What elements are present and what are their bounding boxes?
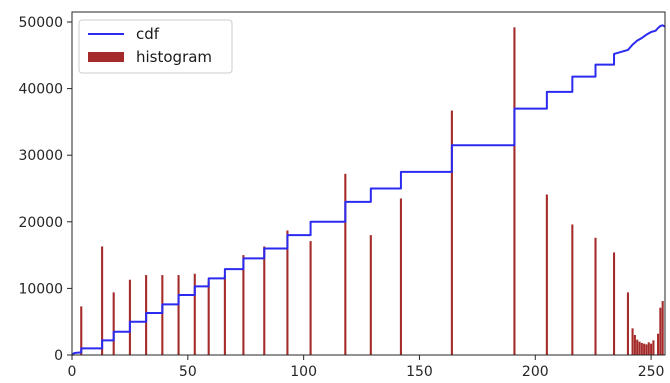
histogram-bar <box>647 342 650 355</box>
y-axis-ticks: 0 10000 20000 30000 40000 50000 <box>18 15 72 364</box>
plot-area-frame <box>71 11 666 356</box>
y-tick-label: 20000 <box>18 215 63 231</box>
y-tick-label: 50000 <box>18 15 63 31</box>
legend-histogram-label: histogram <box>136 48 212 66</box>
cdf-line <box>71 24 666 356</box>
histogram-bar <box>640 343 643 355</box>
y-tick-label: 30000 <box>18 148 63 164</box>
histogram-bar <box>643 343 646 355</box>
cdf-line-layer <box>71 24 666 356</box>
histogram-bar <box>513 27 516 355</box>
histogram-bar <box>638 341 641 355</box>
histogram-bar <box>652 340 655 355</box>
histogram-bar <box>594 237 597 355</box>
histogram-bar <box>223 275 226 355</box>
x-tick-label: 0 <box>68 364 77 380</box>
x-tick-label: 150 <box>406 364 433 380</box>
histogram-bar <box>207 281 210 355</box>
legend: cdf histogram <box>78 19 233 74</box>
histogram-bar <box>650 343 653 355</box>
x-tick-label: 100 <box>290 364 317 380</box>
legend-histogram-swatch <box>88 52 124 62</box>
x-axis-ticks: 0 50 100 150 200 250 <box>68 355 665 380</box>
x-tick-label: 50 <box>179 364 197 380</box>
histogram-bar <box>101 246 104 355</box>
histogram-bar <box>613 252 616 355</box>
histogram-bar <box>309 241 312 355</box>
y-tick-label: 0 <box>54 348 63 364</box>
histogram-bar <box>399 198 402 355</box>
histogram-bar <box>128 279 131 355</box>
x-tick-label: 200 <box>522 364 549 380</box>
y-tick-label: 10000 <box>18 281 63 297</box>
histogram-bar <box>657 333 660 355</box>
histogram-bar <box>161 275 164 355</box>
histogram-bar <box>631 328 634 355</box>
histogram-bar <box>636 339 639 355</box>
histogram-bar <box>659 307 662 355</box>
histogram-bar <box>645 344 648 355</box>
histogram-bar <box>661 301 664 355</box>
x-tick-label: 250 <box>638 364 665 380</box>
histogram-bar <box>571 224 574 355</box>
histogram-bar <box>263 246 266 355</box>
histogram-bar <box>242 255 245 355</box>
histogram-bar <box>450 110 453 355</box>
histogram-bar <box>545 194 548 355</box>
y-tick-label: 40000 <box>18 82 63 98</box>
histogram-bar <box>344 173 347 355</box>
histogram-bar <box>193 273 196 355</box>
histogram-bar <box>112 292 115 355</box>
histogram-bars <box>80 27 664 355</box>
histogram-bar <box>177 275 180 355</box>
histogram-bar <box>369 235 372 355</box>
histogram-bar <box>80 306 83 355</box>
histogram-bar <box>286 230 289 355</box>
legend-cdf-label: cdf <box>136 25 160 43</box>
histogram-bar <box>626 292 629 355</box>
histogram-bar <box>633 335 636 355</box>
